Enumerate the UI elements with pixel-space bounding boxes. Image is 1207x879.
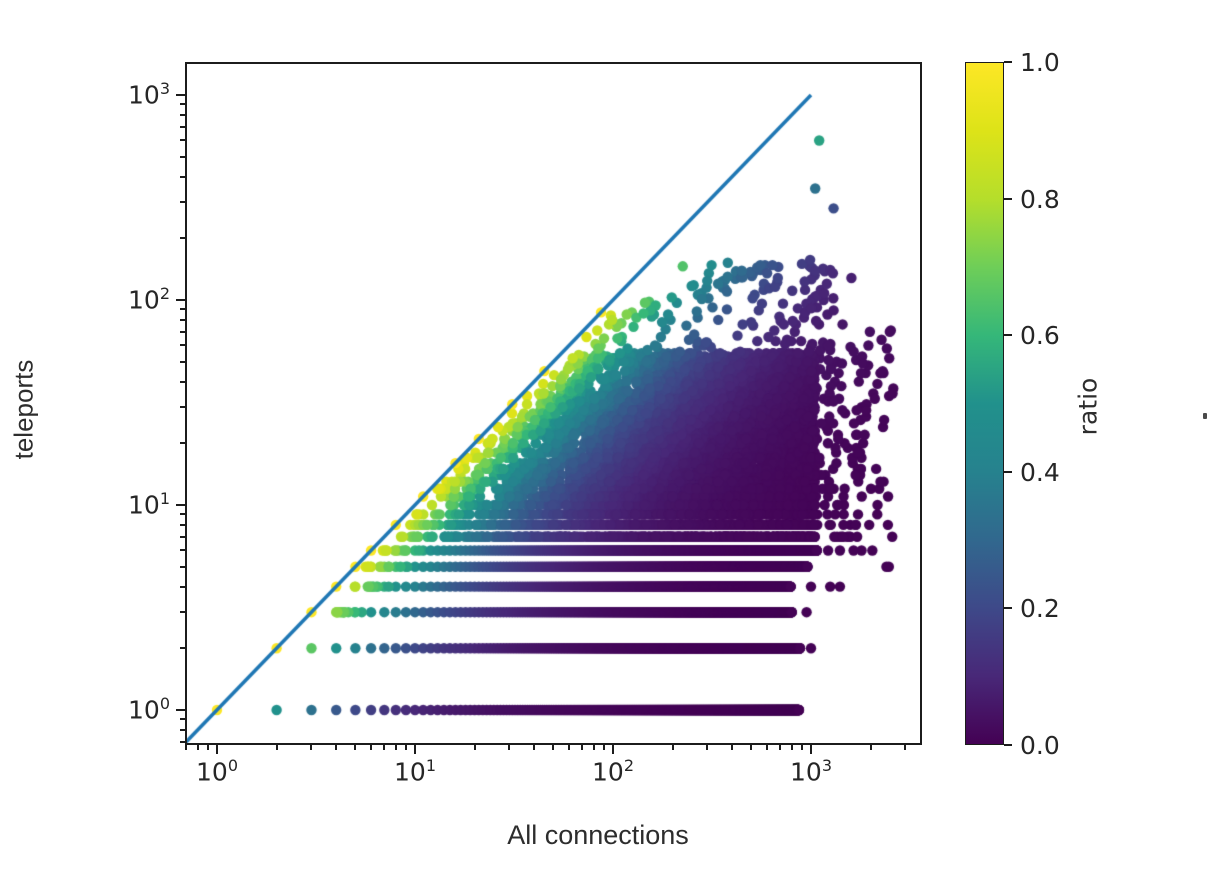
colorbar-gradient bbox=[966, 63, 1003, 744]
colorbar-label: ratio bbox=[1073, 377, 1103, 436]
y-minor-tick bbox=[180, 565, 185, 568]
y-minor-tick bbox=[180, 523, 185, 526]
x-minor-tick bbox=[779, 745, 782, 750]
colorbar-tick bbox=[1004, 334, 1012, 337]
x-minor-tick bbox=[310, 745, 313, 750]
y-minor-tick bbox=[180, 611, 185, 614]
colorbar-tick-label: 0.2 bbox=[1020, 594, 1060, 624]
colorbar-tick-label: 0.4 bbox=[1020, 457, 1060, 487]
y-minor-tick bbox=[180, 113, 185, 116]
x-minor-tick bbox=[731, 745, 734, 750]
x-tick-label: 103 bbox=[790, 756, 832, 787]
x-minor-tick bbox=[335, 745, 338, 750]
x-minor-tick bbox=[383, 745, 386, 750]
colorbar-tick-label: 0.8 bbox=[1020, 184, 1060, 214]
y-minor-tick bbox=[180, 103, 185, 106]
y-minor-tick bbox=[180, 308, 185, 311]
x-minor-tick bbox=[206, 745, 209, 750]
colorbar bbox=[965, 62, 1004, 745]
y-minor-tick bbox=[180, 125, 185, 128]
colorbar-tick-label: 0.6 bbox=[1020, 321, 1060, 351]
x-minor-tick bbox=[404, 745, 407, 750]
y-major-tick bbox=[176, 504, 185, 506]
x-minor-tick bbox=[706, 745, 709, 750]
y-tick-label: 101 bbox=[128, 489, 170, 520]
colorbar-tick bbox=[1004, 61, 1012, 63]
colorbar-tick bbox=[1004, 470, 1012, 473]
x-minor-tick bbox=[508, 745, 511, 750]
x-minor-tick bbox=[473, 745, 476, 750]
y-minor-tick bbox=[180, 155, 185, 158]
x-minor-tick bbox=[185, 745, 188, 750]
y-tick-label: 103 bbox=[128, 79, 170, 110]
y-minor-tick bbox=[180, 139, 185, 142]
y-minor-tick bbox=[180, 718, 185, 721]
y-minor-tick bbox=[180, 585, 185, 588]
y-major-tick bbox=[176, 299, 185, 301]
x-minor-tick bbox=[602, 745, 605, 750]
y-minor-tick bbox=[180, 513, 185, 516]
x-minor-tick bbox=[394, 745, 397, 750]
x-major-tick bbox=[810, 745, 812, 754]
x-minor-tick bbox=[275, 745, 278, 750]
y-minor-tick bbox=[180, 360, 185, 363]
y-minor-tick bbox=[180, 406, 185, 409]
y-minor-tick bbox=[180, 237, 185, 240]
y-axis-label: teleports bbox=[8, 359, 39, 460]
x-major-tick bbox=[216, 745, 218, 754]
y-minor-tick bbox=[180, 535, 185, 538]
x-minor-tick bbox=[790, 745, 793, 750]
y-minor-tick bbox=[180, 740, 185, 743]
x-axis-label: All connections bbox=[507, 820, 689, 850]
x-minor-tick bbox=[552, 745, 555, 750]
y-minor-tick bbox=[180, 201, 185, 204]
x-minor-tick bbox=[592, 745, 595, 750]
colorbar-tick-label: 1.0 bbox=[1020, 48, 1060, 77]
colorbar-tick bbox=[1004, 197, 1012, 200]
x-minor-tick bbox=[800, 745, 803, 750]
colorbar-tick bbox=[1004, 607, 1012, 610]
y-minor-tick bbox=[180, 330, 185, 333]
x-tick-label: 102 bbox=[592, 756, 634, 787]
y-tick-label: 102 bbox=[128, 284, 170, 315]
x-major-tick bbox=[414, 745, 416, 754]
x-minor-tick bbox=[533, 745, 536, 750]
x-minor-tick bbox=[750, 745, 753, 750]
y-tick-label: 100 bbox=[128, 694, 170, 725]
clipped-edge-mark bbox=[1203, 413, 1207, 419]
y-minor-tick bbox=[180, 380, 185, 383]
colorbar-tick bbox=[1004, 744, 1012, 746]
scatter-plot-canvas bbox=[185, 62, 922, 745]
x-minor-tick bbox=[581, 745, 584, 750]
y-major-tick bbox=[176, 94, 185, 96]
y-minor-tick bbox=[180, 647, 185, 650]
x-minor-tick bbox=[766, 745, 769, 750]
y-minor-tick bbox=[180, 318, 185, 321]
y-minor-tick bbox=[180, 175, 185, 178]
x-minor-tick bbox=[354, 745, 357, 750]
y-major-tick bbox=[176, 709, 185, 711]
y-minor-tick bbox=[180, 549, 185, 552]
y-minor-tick bbox=[180, 728, 185, 731]
x-major-tick bbox=[612, 745, 614, 754]
x-minor-tick bbox=[904, 745, 907, 750]
x-minor-tick bbox=[196, 745, 199, 750]
y-minor-tick bbox=[180, 344, 185, 347]
x-minor-tick bbox=[671, 745, 674, 750]
x-minor-tick bbox=[568, 745, 571, 750]
x-tick-label: 101 bbox=[394, 756, 436, 787]
x-minor-tick bbox=[869, 745, 872, 750]
y-minor-tick bbox=[180, 442, 185, 445]
colorbar-tick-label: 0.0 bbox=[1020, 731, 1060, 760]
x-tick-label: 100 bbox=[196, 756, 238, 787]
x-minor-tick bbox=[370, 745, 373, 750]
